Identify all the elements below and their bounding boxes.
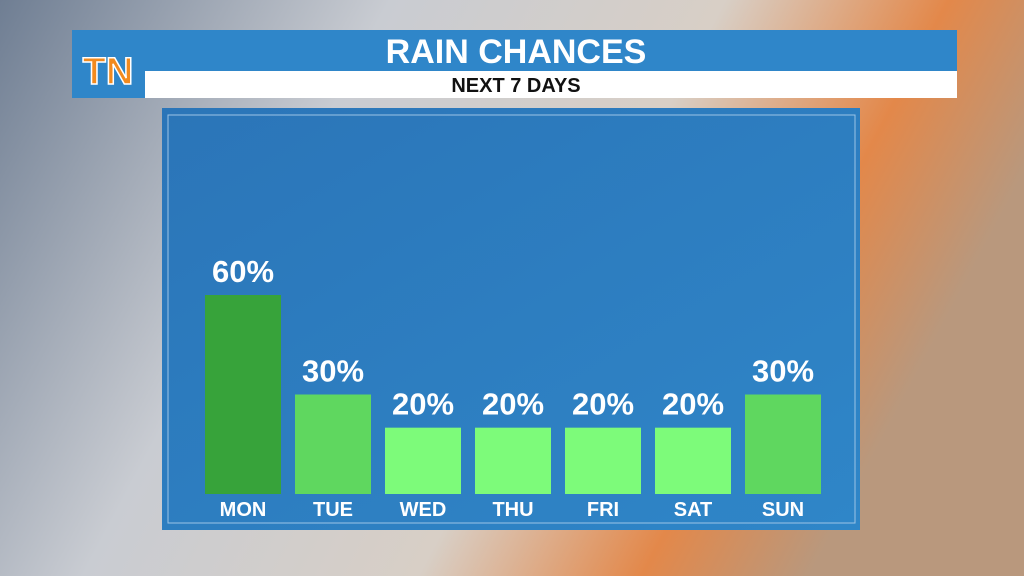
x-tick-label: WED (400, 499, 447, 521)
subtitle-bar (145, 71, 957, 98)
x-tick-label: MON (220, 499, 267, 521)
title-bar (72, 30, 957, 71)
x-tick-label: SUN (762, 499, 804, 521)
value-label: 30% (302, 354, 364, 389)
bar (565, 427, 641, 494)
value-label: 30% (752, 354, 814, 389)
bar (385, 427, 461, 494)
value-label: 20% (482, 387, 544, 422)
bar (205, 295, 281, 494)
bar (295, 394, 371, 494)
bar (475, 427, 551, 494)
x-tick-label: THU (492, 499, 533, 521)
panel-border (167, 114, 856, 524)
chart-subtitle: NEXT 7 DAYS (451, 75, 580, 97)
bar (655, 427, 731, 494)
value-label: 20% (392, 387, 454, 422)
value-label: 20% (572, 387, 634, 422)
logo: TN (83, 51, 134, 93)
x-tick-label: TUE (313, 499, 353, 521)
chart-title: RAIN CHANCES (386, 33, 647, 71)
bar (745, 394, 821, 494)
x-tick-label: FRI (587, 499, 619, 521)
x-tick-label: SAT (674, 499, 713, 521)
value-label: 60% (212, 254, 274, 289)
value-label: 20% (662, 387, 724, 422)
logo-box (72, 30, 145, 98)
